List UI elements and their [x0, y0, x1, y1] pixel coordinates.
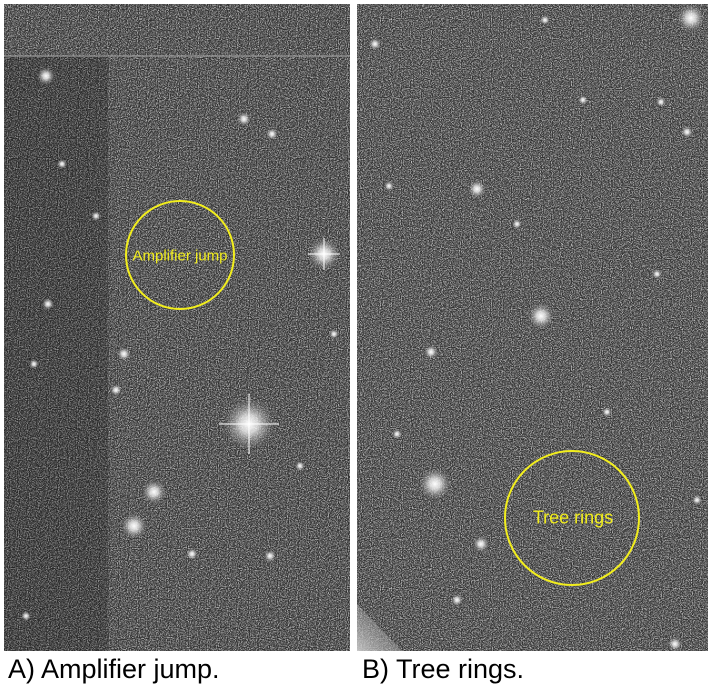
- amplifier-jump-circle: [125, 200, 235, 310]
- caption-b: B) Tree rings.: [362, 654, 525, 684]
- tree-rings-label: Tree rings: [532, 507, 614, 528]
- panel-b-sky-image: Tree rings: [357, 4, 708, 651]
- amplifier-jump-label: Amplifier jump: [132, 247, 228, 265]
- stars-a: [21, 67, 340, 621]
- panel-a-sky-image: Amplifier jump: [4, 4, 350, 651]
- tree-rings-circle: [504, 450, 640, 586]
- sky-image-a: [4, 4, 350, 651]
- stars-b: [369, 4, 705, 651]
- caption-a: A) Amplifier jump.: [8, 654, 220, 684]
